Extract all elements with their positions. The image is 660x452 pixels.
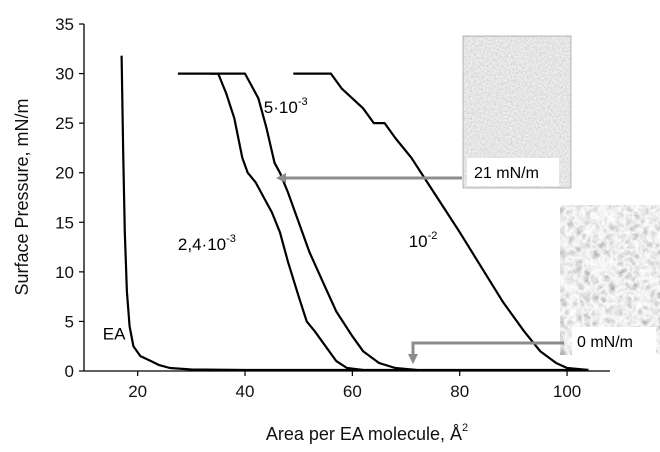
x-tick-label: 60	[343, 382, 362, 401]
y-tick-label: 30	[55, 65, 74, 84]
curve-labels: EA 2,4·10-3 5·10-3 10-2	[103, 96, 438, 343]
y-tick-label: 35	[55, 15, 74, 34]
curve-label-3: 10-2	[409, 230, 438, 251]
inset-label-21: 21 mN/m	[474, 165, 539, 182]
isotherm-curve-3	[293, 72, 589, 372]
curve-label-0: EA	[103, 324, 126, 343]
inset-label-0: 0 mN/m	[577, 334, 633, 351]
y-tick-label: 5	[65, 312, 74, 331]
y-tick-label: 10	[55, 263, 74, 282]
x-tick-label: 80	[450, 382, 469, 401]
ticks: 20 40 60 80 100 0 5 10 15 20 25 30 35	[55, 15, 581, 401]
curve-label-1: 2,4·10-3	[178, 233, 236, 254]
isotherm-curve-2	[210, 72, 417, 372]
annotation-arrow-0	[408, 341, 564, 364]
isotherm-curve-1	[177, 72, 364, 372]
inset-label-box-0	[572, 327, 656, 355]
y-tick-label: 20	[55, 164, 74, 183]
y-tick-label: 0	[65, 362, 74, 381]
curves	[120, 55, 589, 372]
x-tick-label: 40	[236, 382, 255, 401]
inset-image-21: 21 mN/m	[462, 35, 572, 189]
y-tick-label: 25	[55, 114, 74, 133]
x-axis-title: Area per EA molecule, Å2	[266, 422, 468, 444]
isotherm-curve-0	[120, 55, 589, 372]
y-axis-title: Surface Pressure, mN/m	[12, 98, 32, 295]
x-tick-label: 20	[128, 382, 147, 401]
y-tick-label: 15	[55, 213, 74, 232]
inset-image-0: 0 mN/m	[560, 205, 660, 355]
x-tick-label: 100	[553, 382, 581, 401]
inset-label-box-21	[467, 158, 559, 186]
curve-label-2: 5·10-3	[264, 96, 308, 117]
